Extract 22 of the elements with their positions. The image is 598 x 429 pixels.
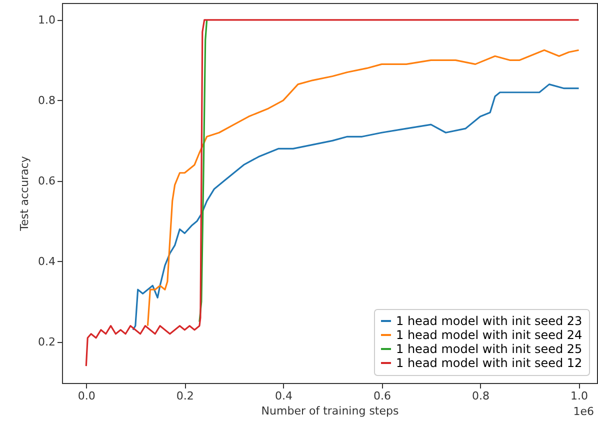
legend-label: 1 head model with init seed 24 bbox=[396, 328, 582, 342]
x-tick-label: 1.0 bbox=[570, 390, 588, 402]
y-tick-label: 0.4 bbox=[38, 254, 56, 268]
line-series bbox=[198, 19, 208, 323]
line-series bbox=[85, 19, 580, 367]
legend-label: 1 head model with init seed 12 bbox=[396, 356, 582, 370]
line-series bbox=[146, 49, 580, 327]
line-series bbox=[132, 84, 580, 331]
x-tick-label: 0.8 bbox=[472, 390, 490, 402]
x-tick-label: 0.0 bbox=[78, 390, 96, 402]
y-tick-label: 0.8 bbox=[38, 94, 56, 107]
x-tick-label: 0.6 bbox=[373, 390, 391, 402]
legend-label: 1 head model with init seed 25 bbox=[396, 342, 582, 356]
x-axis-title: Number of training steps bbox=[261, 404, 399, 418]
y-tick-label: 0.6 bbox=[38, 174, 56, 188]
legend-label: 1 head model with init seed 23 bbox=[396, 314, 582, 328]
y-tick-label: 1.0 bbox=[38, 13, 56, 26]
y-tick-label: 0.2 bbox=[38, 335, 56, 348]
text: 1e6 bbox=[573, 405, 594, 418]
x-tick-label: 0.2 bbox=[176, 390, 194, 402]
x-tick-label: 0.4 bbox=[274, 390, 292, 402]
y-axis-title: Test accuracy bbox=[18, 156, 32, 232]
